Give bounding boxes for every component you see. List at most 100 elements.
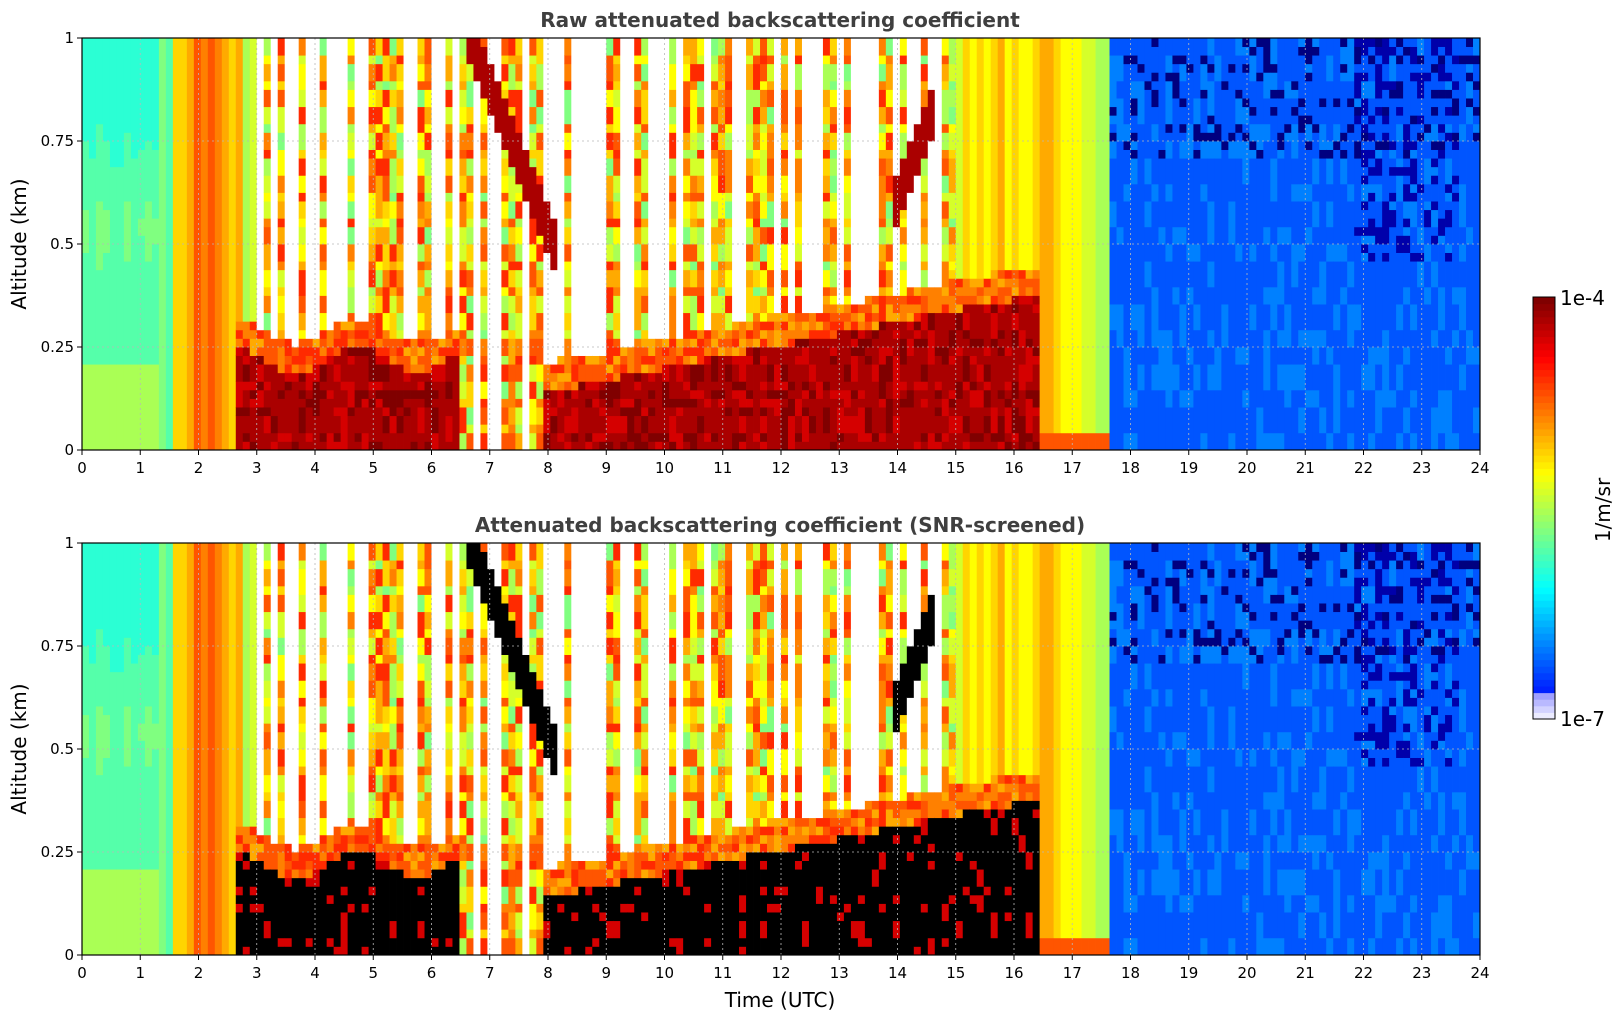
heatmap-cell — [1256, 551, 1264, 578]
heatmap-cell — [822, 697, 831, 707]
heatmap-cell — [948, 312, 957, 331]
heatmap-cell — [585, 869, 593, 887]
heatmap-cell — [969, 355, 978, 365]
heatmap-cell — [1004, 441, 1013, 451]
heatmap-cell — [641, 766, 649, 776]
heatmap-cell — [1263, 731, 1271, 750]
heatmap-cell — [347, 723, 356, 733]
heatmap-cell — [1270, 261, 1278, 288]
heatmap-cell — [885, 543, 894, 561]
heatmap-cell — [82, 869, 90, 956]
heatmap-cell — [1102, 543, 1110, 939]
heatmap-cell — [1123, 201, 1131, 348]
heatmap-cell — [1081, 38, 1089, 434]
heatmap-cell — [1410, 72, 1418, 82]
heatmap-cell — [976, 407, 985, 434]
heatmap-cell — [459, 261, 467, 271]
heatmap-cell — [794, 244, 803, 262]
heatmap-cell — [822, 560, 831, 570]
heatmap-cell — [396, 269, 404, 288]
heatmap-cell — [536, 869, 544, 887]
heatmap-cell — [822, 218, 831, 228]
heatmap-cell — [1032, 774, 1041, 784]
heatmap-cell — [1312, 286, 1320, 305]
heatmap-cell — [361, 347, 369, 356]
heatmap-cell — [746, 286, 754, 314]
heatmap-cell — [774, 321, 782, 331]
heatmap-cell — [277, 192, 286, 202]
heatmap-cell — [116, 38, 125, 168]
heatmap-cell — [822, 226, 831, 245]
heatmap-cell — [941, 312, 950, 348]
heatmap-cell — [906, 646, 915, 698]
heatmap-cell — [711, 723, 719, 733]
heatmap-cell — [1382, 132, 1390, 142]
heatmap-cell — [634, 123, 642, 133]
heatmap-cell — [1403, 55, 1411, 125]
heatmap-cell — [550, 869, 558, 879]
heatmap-cell — [1242, 568, 1250, 578]
heatmap-cell — [1130, 38, 1138, 56]
heatmap-cell — [529, 929, 537, 939]
heatmap-cell — [711, 706, 719, 724]
heatmap-cell — [864, 407, 873, 434]
heatmap-cell — [529, 543, 537, 561]
heatmap-cell — [606, 132, 614, 150]
heatmap-cell — [452, 38, 460, 331]
heatmap-cell — [976, 800, 985, 810]
heatmap-cell — [375, 132, 383, 150]
heatmap-cell — [760, 628, 768, 638]
heatmap-cell — [347, 628, 356, 638]
heatmap-cell — [990, 937, 999, 956]
heatmap-cell — [1319, 304, 1327, 331]
heatmap-cell — [1144, 183, 1152, 202]
heatmap-cell — [641, 663, 649, 698]
heatmap-cell — [480, 218, 488, 228]
heatmap-cell — [1249, 329, 1257, 451]
heatmap-cell — [606, 329, 614, 339]
heatmap-cell — [1221, 141, 1229, 150]
heatmap-cell — [333, 543, 342, 827]
heatmap-cell — [613, 149, 621, 159]
heatmap-cell — [1333, 432, 1341, 451]
heatmap-cell — [1172, 98, 1180, 228]
heatmap-cell — [725, 55, 733, 82]
heatmap-cell — [1466, 244, 1474, 331]
heatmap-cell — [417, 355, 425, 365]
heatmap-cell — [794, 594, 803, 613]
heatmap-cell — [452, 543, 460, 836]
heatmap-cell — [920, 398, 929, 408]
heatmap-cell — [319, 852, 328, 861]
heatmap-cell — [445, 594, 453, 613]
heatmap-cell — [319, 585, 328, 595]
heatmap-cell — [920, 226, 929, 245]
heatmap-cell — [781, 321, 789, 331]
heatmap-cell — [410, 372, 418, 391]
heatmap-cell — [249, 886, 258, 896]
heatmap-cell — [613, 63, 621, 82]
heatmap-cell — [997, 415, 1006, 442]
heatmap-cell — [382, 286, 390, 314]
heatmap-cell — [1179, 646, 1187, 664]
heatmap-cell — [319, 869, 328, 956]
heatmap-cell — [760, 389, 768, 399]
heatmap-cell — [1305, 834, 1313, 853]
heatmap-cell — [1347, 123, 1355, 133]
heatmap-cell — [606, 611, 614, 630]
heatmap-cell — [669, 441, 677, 451]
heatmap-cell — [543, 937, 551, 956]
heatmap-cell — [1396, 432, 1404, 451]
heatmap-cell — [885, 244, 894, 262]
heatmap-cell — [1172, 560, 1180, 570]
heatmap-cell — [613, 312, 621, 331]
heatmap-cell — [885, 321, 894, 348]
heatmap-cell — [1179, 894, 1187, 913]
heatmap-cell — [794, 364, 803, 399]
heatmap-cell — [403, 877, 411, 956]
heatmap-cell — [941, 261, 950, 288]
heatmap-cell — [1242, 407, 1250, 451]
heatmap-cell — [829, 321, 838, 331]
heatmap-cell — [1340, 304, 1348, 451]
heatmap-cell — [1242, 46, 1250, 56]
heatmap-cell — [878, 654, 887, 664]
